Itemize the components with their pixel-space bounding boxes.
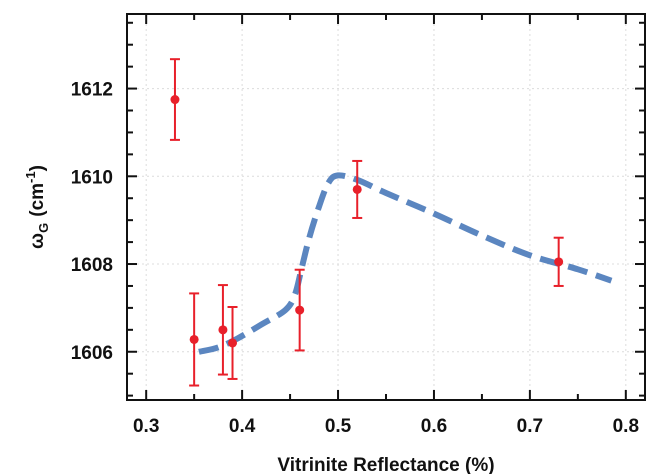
data-point bbox=[189, 292, 200, 387]
data-points bbox=[169, 58, 564, 387]
data-point bbox=[169, 58, 180, 141]
point-marker bbox=[295, 305, 305, 315]
y-axis-unit-exponent: -1 bbox=[23, 171, 38, 183]
x-tick-label: 0.6 bbox=[421, 416, 447, 437]
point-marker bbox=[352, 184, 362, 194]
x-tick-label: 0.7 bbox=[517, 416, 543, 437]
data-point bbox=[227, 306, 238, 380]
x-tick-label: 0.8 bbox=[613, 416, 639, 437]
point-marker bbox=[554, 257, 564, 267]
y-axis-subscript: G bbox=[36, 223, 51, 233]
point-marker bbox=[170, 95, 180, 105]
svg-text:ωG(cm-1): ωG (cm-1) bbox=[23, 165, 51, 249]
x-tick-labels: 0.3 0.4 0.5 0.6 0.7 0.8 bbox=[133, 416, 639, 437]
data-point bbox=[352, 159, 363, 219]
x-tick-label: 0.3 bbox=[133, 416, 159, 437]
y-axis-title: ωG (cm-1) bbox=[23, 165, 51, 249]
y-axis-unit: (cm bbox=[27, 183, 48, 217]
grid bbox=[127, 14, 645, 400]
y-tick-labels: 1606 1608 1610 1612 bbox=[71, 80, 113, 364]
y-tick-label: 1608 bbox=[71, 255, 113, 276]
point-marker bbox=[218, 325, 228, 335]
trend-line bbox=[198, 172, 613, 355]
data-point bbox=[553, 236, 564, 287]
x-tick-label: 0.4 bbox=[229, 416, 256, 437]
data-point bbox=[294, 268, 305, 352]
x-tick-label: 0.5 bbox=[325, 416, 352, 437]
x-axis-title: Vitrinite Reflectance (%) bbox=[277, 455, 494, 474]
y-tick-label: 1612 bbox=[71, 80, 113, 101]
y-tick-label: 1606 bbox=[71, 343, 113, 364]
plot-frame bbox=[126, 13, 646, 401]
y-tick-label: 1610 bbox=[71, 167, 113, 188]
data-point bbox=[217, 284, 228, 376]
y-axis-unit-close: ) bbox=[27, 165, 48, 171]
point-marker bbox=[189, 334, 199, 344]
y-axis-symbol: ω bbox=[27, 233, 48, 249]
axis-ticks bbox=[127, 14, 645, 400]
point-marker bbox=[228, 338, 238, 348]
